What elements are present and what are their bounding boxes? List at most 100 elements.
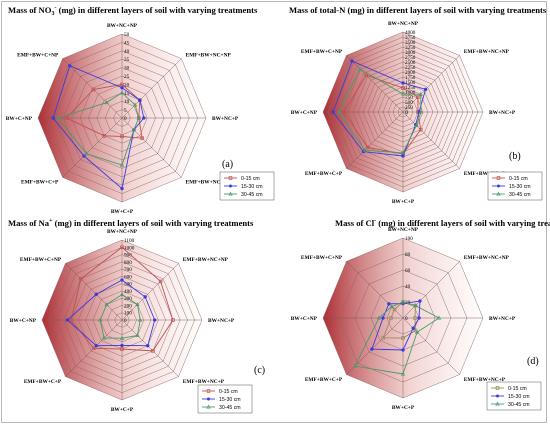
tick-label: 50 [124, 32, 130, 38]
tick-label: 20 [124, 82, 130, 88]
panel-letter: (d) [527, 356, 539, 367]
axis-label-emf-bw-c-np: EMF+BW+C+NP [17, 52, 59, 58]
axis-label-emf-bw-c-np: EMF+BW+C+NP [301, 255, 343, 261]
tick-label: 5 [124, 108, 127, 114]
tick-label: 60 [405, 268, 411, 274]
tick-label: 250 [405, 105, 413, 111]
axis-spoke [62, 117, 123, 178]
series-line-30-45-cm [57, 92, 140, 166]
axis-label-emf-bw-nc-p: EMF+BW+NC+P [464, 377, 506, 383]
chart-title: Mass of Cl- (mg) in different layers of … [335, 218, 550, 228]
axis-label-bw-nc-p: BW+NC+P [489, 110, 516, 116]
data-point-15-30-cm [331, 110, 335, 114]
tick-label: 400 [124, 289, 132, 295]
data-point-30-45-cm [357, 66, 363, 71]
data-point-0-15-cm [389, 316, 393, 320]
data-point-0-15-cm [79, 277, 83, 281]
data-point-30-45-cm [362, 147, 368, 152]
data-point-0-15-cm [120, 82, 124, 87]
axis-label-emf-bw-c-p: EMF+BW+C+P [21, 180, 59, 186]
legend-label-0-15-cm: 0-15 cm [219, 389, 238, 395]
data-point-30-45-cm [352, 363, 358, 368]
data-point-30-45-cm [400, 91, 406, 96]
data-point-30-45-cm [400, 371, 406, 376]
tick-label: 600 [124, 274, 132, 280]
data-point-30-45-cm [136, 115, 141, 120]
data-point-0-15-cm [342, 110, 346, 114]
data-point-30-45-cm [400, 299, 406, 304]
radar-panel-na: 010020030040050060070080090010001100BW+N… [8, 218, 265, 414]
legend-marker-0-15-cm [206, 389, 211, 393]
data-point-15-30-cm [401, 348, 405, 352]
data-point-0-15-cm [171, 318, 175, 322]
legend-marker-0-15-cm [496, 176, 501, 180]
data-point-30-45-cm [376, 315, 382, 320]
axis-label-bw-nc-p: BW+NC+P [489, 316, 516, 322]
legend-marker-15-30-cm [496, 394, 499, 398]
axis-label-emf-bw-nc-p: EMF+BW+NC+P [186, 180, 228, 186]
data-point-0-15-cm [158, 279, 163, 284]
tick-label: 0 [124, 116, 127, 122]
data-point-30-45-cm [97, 317, 103, 322]
data-point-0-15-cm [413, 316, 417, 320]
axis-label-emf-bw-nc-np: EMF+BW+NC+NP [464, 255, 510, 261]
legend-label-15-30-cm: 15-30 cm [508, 394, 530, 400]
tick-label: 1000 [124, 245, 135, 251]
tick-label: 80 [405, 252, 411, 258]
tick-label: 2500 [405, 60, 416, 66]
data-point-0-15-cm [69, 318, 73, 322]
chart-title: Mass of Na+ (mg) in different layers of … [8, 218, 254, 228]
axis-label-bw-c-np: BW+C+NP [6, 116, 33, 122]
data-point-15-30-cm [387, 302, 391, 306]
data-point-30-45-cm [400, 150, 406, 155]
data-point-30-45-cm [135, 333, 140, 337]
data-point-15-30-cm [381, 316, 385, 320]
axis-label-emf-bw-c-p: EMF+BW+C+P [24, 379, 62, 385]
axis-label-emf-bw-nc-p: EMF+BW+NC+P [183, 379, 225, 385]
legend: 0-15 cm 15-30 cm 30-45 cm [487, 171, 543, 201]
legend-marker-15-30-cm [207, 397, 210, 401]
data-point-0-15-cm [102, 134, 106, 138]
data-point-0-15-cm [381, 336, 385, 340]
data-point-30-45-cm [414, 329, 420, 334]
data-point-0-15-cm [364, 73, 368, 77]
legend-marker-15-30-cm [229, 184, 232, 188]
data-point-30-45-cm [132, 102, 138, 107]
tick-label: 0 [405, 316, 408, 322]
axis-spoke [121, 263, 179, 321]
data-point-0-15-cm [91, 87, 96, 92]
axis-label-emf-bw-nc-np: EMF+BW+NC+NP [464, 49, 510, 55]
axis-spoke [65, 263, 123, 321]
data-point-15-30-cm [120, 278, 124, 282]
data-point-0-15-cm [365, 145, 370, 150]
series-line-30-45-cm [354, 301, 440, 375]
tick-label: 45 [124, 40, 130, 46]
data-point-15-30-cm [138, 98, 142, 102]
axis-label-bw-c-np: BW+C+NP [291, 316, 318, 322]
data-point-15-30-cm [417, 316, 421, 320]
legend-label-15-30-cm: 15-30 cm [219, 397, 241, 403]
data-point-15-30-cm [65, 318, 70, 322]
data-point-15-30-cm [67, 63, 72, 68]
axis-label-bw-nc-np: BW+NC+NP [107, 23, 138, 29]
axis-spoke [346, 111, 404, 169]
tick-label: 800 [124, 260, 132, 266]
data-point-30-45-cm [55, 115, 61, 120]
axis-spoke [121, 117, 182, 178]
data-point-30-45-cm [336, 109, 342, 114]
tick-label: 15 [124, 91, 130, 97]
series-line-30-45-cm [99, 294, 141, 339]
tick-label: 2750 [405, 55, 416, 61]
legend-label-0-15-cm: 0-15 cm [509, 176, 528, 182]
tick-label: 3500 [405, 40, 416, 46]
series-line-0-15-cm [70, 246, 174, 352]
data-point-0-15-cm [151, 349, 155, 353]
data-point-0-15-cm [120, 134, 124, 139]
data-point-30-45-cm [389, 304, 394, 309]
data-point-30-45-cm [101, 335, 107, 340]
axis-label-bw-nc-np: BW+NC+NP [388, 21, 419, 27]
data-point-30-45-cm [131, 127, 137, 132]
tick-label: 900 [124, 253, 132, 259]
axis-spoke [346, 261, 404, 319]
legend-label-30-45-cm: 30-45 cm [509, 192, 531, 198]
